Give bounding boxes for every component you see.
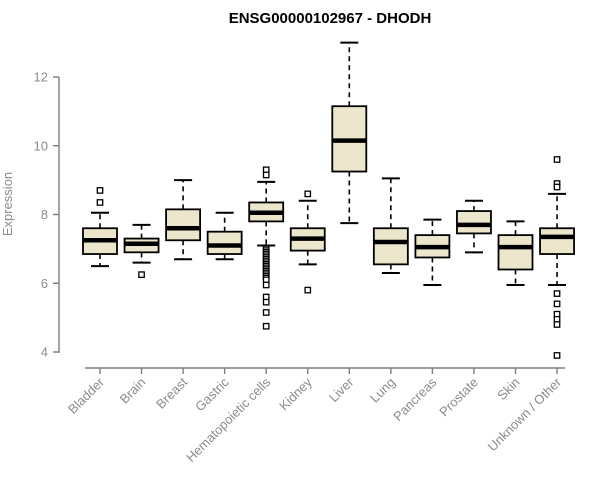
boxplot-brain [123,223,160,279]
outlier-point [138,271,145,279]
outlier-point [304,286,312,294]
outlier-point [262,309,270,316]
category-label: Bladder [65,374,108,417]
boxplot-bladder [82,187,118,268]
category-label: Kidney [276,374,315,413]
category-label: Skin [494,375,522,403]
y-tick-label: 4 [41,345,48,360]
y-tick-label: 12 [34,70,48,85]
boxplot-pancreas [414,218,451,286]
y-tick-label: 8 [41,207,48,222]
outlier-point [553,156,561,163]
outlier-point [553,290,561,297]
category-label: Unknown / Other [485,374,565,454]
outlier-point [262,171,270,179]
category-label: Liver [326,374,357,405]
outlier-point [553,183,561,191]
boxplot-lung [372,177,409,274]
outlier-point [96,187,104,194]
iqr-box [497,234,534,271]
y-tick-label: 10 [34,138,48,153]
iqr-box [539,227,575,255]
iqr-box [372,227,409,266]
category-label: Prostate [436,375,481,420]
boxplot-kidney [289,190,326,294]
outlier-point [262,298,270,306]
category-label: Breast [153,374,190,411]
boxplot-unknown-other [539,156,575,359]
y-axis-label: Expression [0,172,15,236]
boxplot-skin [497,220,534,286]
outlier-point [553,300,561,308]
category-label: Pancreas [390,374,440,424]
iqr-box [165,208,202,242]
outlier-point [262,322,270,330]
outlier-point [553,352,561,359]
boxplot-prostate [456,199,492,254]
boxplot-liver [331,41,368,225]
iqr-box [456,210,492,235]
boxplot-gastric [206,211,243,261]
outlier-point [304,190,312,198]
outlier-point [262,281,270,289]
category-label: Gastric [192,374,232,414]
chart-title: ENSG00000102967 - DHODH [229,10,432,27]
boxplot-hematopoietic-cells [248,166,285,330]
category-label: Lung [367,375,398,406]
outlier-point [96,199,104,206]
category-label: Brain [117,375,149,407]
outlier-point [553,321,561,328]
iqr-box [206,230,243,255]
boxplot-breast [165,179,202,261]
y-tick-label: 6 [41,276,48,291]
